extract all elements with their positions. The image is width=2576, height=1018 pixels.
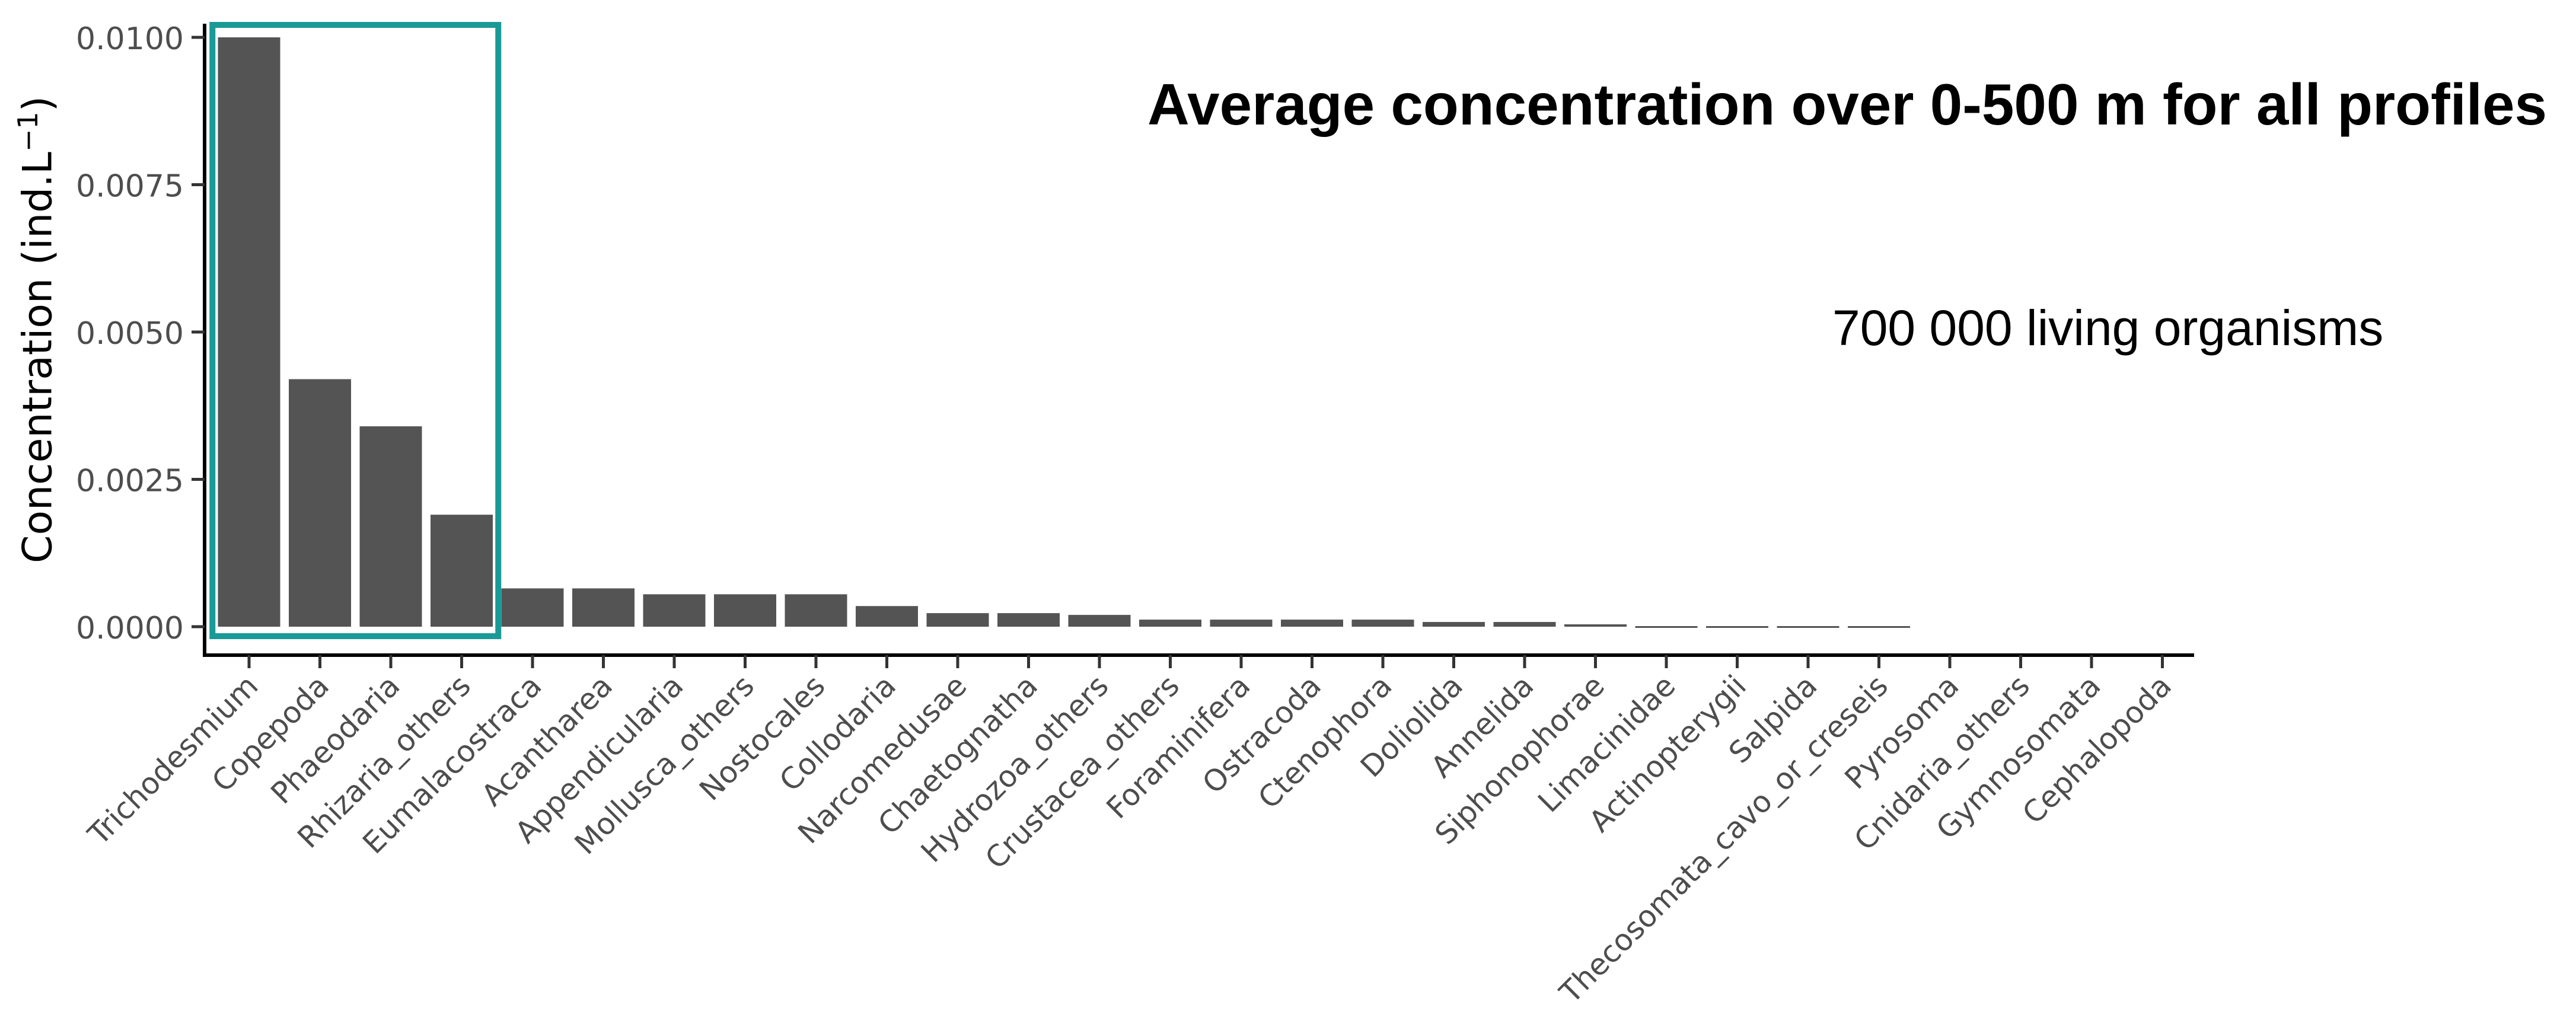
bar-acantharea	[572, 588, 635, 627]
y-axis-label-exponent: −1	[12, 111, 44, 152]
bar-chaetognatha	[997, 613, 1060, 627]
bar-copepoda	[289, 379, 351, 627]
bar-thecosomata-cavo-or-creseis	[1848, 626, 1910, 628]
y-tick-label: 0.0000	[76, 611, 184, 646]
axes-group	[203, 24, 2194, 657]
bar-limacinidae	[1635, 626, 1698, 628]
y-axis-label-close: )	[14, 95, 62, 112]
bar-salpida	[1777, 626, 1839, 628]
y-tick-label: 0.0075	[76, 169, 184, 205]
x-ticks-group: TrichodesmiumCopepodaPhaeodariaRhizaria_…	[81, 655, 2178, 1010]
bar-appendicularia	[643, 594, 706, 627]
chart-title: Average concentration over 0-500 m for a…	[1147, 72, 2548, 137]
bars-group	[218, 37, 1910, 628]
bar-collodaria	[856, 606, 918, 627]
bar-siphonophorae	[1564, 624, 1627, 627]
bar-hydrozoa-others	[1068, 615, 1131, 627]
bar-ostracoda	[1281, 620, 1343, 627]
bar-actinopterygii	[1706, 626, 1768, 628]
bar-nostocales	[785, 594, 847, 627]
bar-trichodesmium	[218, 37, 280, 627]
bar-ctenophora	[1351, 620, 1414, 627]
y-ticks-group: 0.0000 0.0025 0.0050 0.0075 0.0100	[76, 21, 205, 646]
y-tick-label: 0.0025	[76, 464, 184, 499]
bar-eumalacostraca	[501, 588, 564, 627]
bar-crustacea-others	[1139, 620, 1201, 627]
y-tick-label: 0.0050	[76, 316, 184, 352]
bar-foraminifera	[1210, 620, 1273, 627]
y-tick-label: 0.0100	[76, 21, 184, 57]
bar-mollusca-others	[714, 594, 776, 627]
highlight-group	[209, 22, 502, 639]
bar-phaeodaria	[359, 426, 422, 627]
y-axis-label: Concentration (ind.L−1)	[12, 96, 62, 563]
y-axis-label-text: Concentration (ind.L	[14, 152, 62, 563]
bar-doliolida	[1423, 622, 1485, 627]
chart-subtitle: 700 000 living organisms	[1832, 300, 2384, 356]
bar-annelida	[1493, 622, 1556, 627]
bar-rhizaria-others	[431, 515, 493, 627]
bar-narcomedusae	[926, 613, 989, 627]
highlight-box	[209, 22, 502, 639]
